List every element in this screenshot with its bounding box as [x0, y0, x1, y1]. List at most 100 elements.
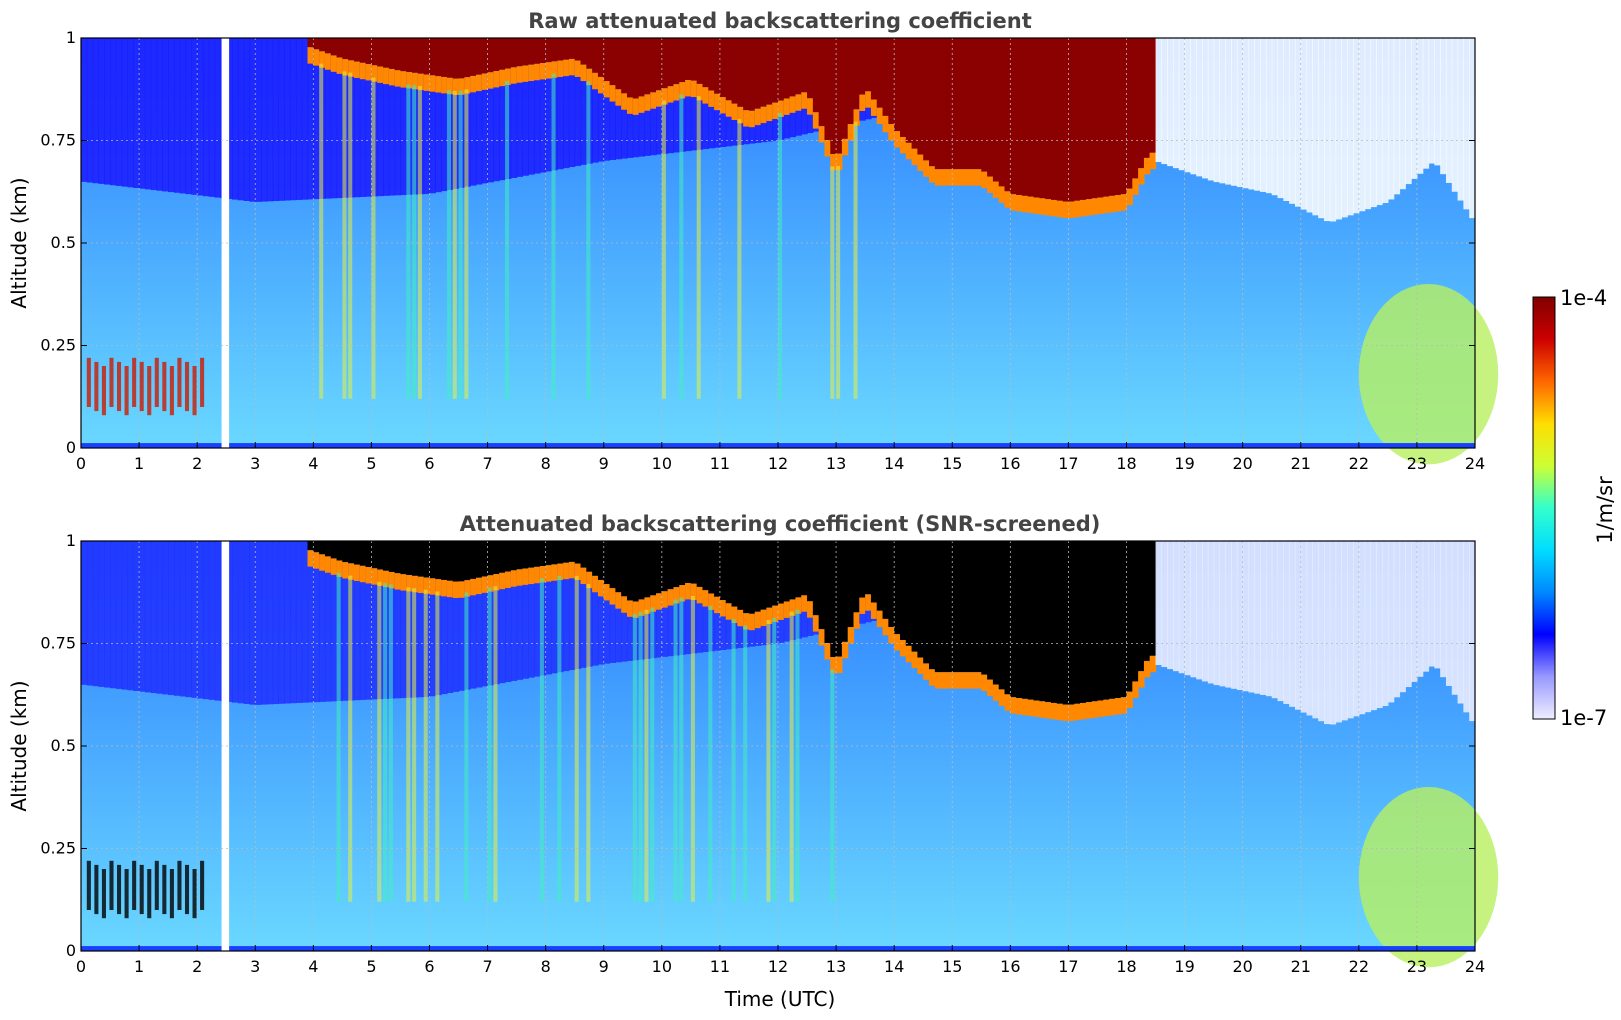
- heatmap-cell: [365, 64, 373, 197]
- heatmap-cell: [353, 564, 361, 701]
- heatmap-cell: [778, 38, 785, 101]
- heatmap-cell: [446, 580, 454, 693]
- heatmap-cell: [772, 102, 779, 141]
- heatmap-cell: [388, 571, 396, 589]
- heatmap-cell: [847, 38, 855, 125]
- heatmap-cell: [499, 69, 506, 181]
- heatmap-cell: [1091, 541, 1099, 702]
- heatmap-cell: [754, 541, 762, 612]
- heatmap-cell: [911, 651, 918, 669]
- heatmap-cell: [818, 38, 826, 127]
- heatmap-cell: [708, 593, 715, 610]
- heatmap-cell: [737, 609, 744, 627]
- heatmap-cell: [795, 541, 802, 598]
- heatmap-cell: [499, 572, 506, 590]
- heatmap-cell: [1120, 38, 1128, 195]
- heatmap-cell: [92, 38, 100, 184]
- heatmap-cell: [534, 63, 541, 174]
- heatmap-cell: [516, 569, 524, 586]
- heatmap-cell: [249, 38, 256, 202]
- heatmap-cell: [882, 618, 889, 636]
- heatmap-cell: [673, 541, 680, 588]
- heatmap-cell: [934, 541, 942, 673]
- x-tick-label: 0: [76, 454, 86, 473]
- heatmap-cell: [1068, 541, 1075, 705]
- heatmap-cell: [324, 53, 332, 70]
- heatmap-cell: [394, 70, 402, 196]
- heatmap-cell: [801, 541, 808, 596]
- heatmap-cell: [1120, 541, 1128, 698]
- heatmap-cell: [685, 583, 692, 655]
- heatmap-cell: [133, 38, 140, 188]
- heatmap-cell: [324, 38, 332, 54]
- heatmap-cell: [685, 80, 692, 97]
- heatmap-cell: [807, 98, 814, 133]
- heatmap-cell: [406, 587, 411, 902]
- heatmap-cell: [313, 552, 320, 569]
- heatmap-cell: [1097, 38, 1104, 198]
- heatmap-cell: [1021, 541, 1029, 699]
- heatmap-cell: [464, 592, 469, 902]
- heatmap-cell: [458, 38, 465, 79]
- heatmap-cell: [1300, 541, 1308, 713]
- heatmap-cell: [1074, 703, 1081, 721]
- heatmap-cell: [522, 568, 529, 679]
- heatmap-cell: [458, 581, 465, 691]
- colorbar-max-label: 1e-4: [1560, 286, 1607, 310]
- heatmap-cell: [1260, 541, 1267, 695]
- heatmap-cell: [667, 541, 675, 590]
- heatmap-cell: [144, 541, 152, 693]
- heatmap-cell: [992, 38, 1000, 182]
- heatmap-cell: [1056, 200, 1064, 218]
- heatmap-cell: [169, 869, 174, 919]
- heatmap-cell: [1132, 681, 1139, 698]
- heatmap-cell: [1085, 541, 1093, 703]
- heatmap-cell: [818, 541, 826, 630]
- heatmap-cell: [353, 61, 361, 198]
- heatmap-cell: [435, 76, 442, 93]
- heatmap-cell: [865, 38, 872, 92]
- heatmap-cell: [348, 72, 353, 399]
- heatmap-cell: [812, 112, 820, 129]
- heatmap-cell: [452, 541, 460, 582]
- heatmap-cell: [760, 609, 767, 627]
- heatmap-cell: [708, 90, 715, 107]
- x-tick-label: 19: [1174, 454, 1194, 473]
- heatmap-cell: [261, 38, 268, 202]
- x-tick-label: 21: [1291, 454, 1311, 473]
- x-tick-label: 5: [366, 957, 376, 976]
- heatmap-cell: [371, 38, 378, 66]
- heatmap-cell: [981, 541, 988, 675]
- heatmap-cell: [696, 586, 704, 653]
- heatmap-cell: [446, 541, 454, 581]
- heatmap-cell: [1370, 541, 1377, 711]
- heatmap-cell: [139, 361, 144, 412]
- heatmap-cell: [882, 38, 889, 116]
- heatmap-cell: [888, 627, 895, 644]
- y-axis-ticks: 0 0.25 0.5 0.75 1: [40, 531, 1475, 960]
- heatmap-cell: [522, 568, 529, 585]
- heatmap-cell: [441, 76, 448, 192]
- heatmap-cell: [679, 94, 684, 399]
- heatmap-cell: [551, 541, 558, 565]
- heatmap-cell: [1027, 541, 1035, 700]
- heatmap-cell: [940, 672, 948, 689]
- heatmap-cell: [899, 136, 907, 154]
- heatmap-cell: [417, 541, 425, 577]
- heatmap-cell: [766, 104, 773, 122]
- heatmap-cell: [998, 186, 1006, 203]
- heatmap-cell: [847, 541, 855, 628]
- heatmap-cell: [115, 38, 123, 186]
- heatmap-cell: [1457, 541, 1464, 704]
- heatmap-cell: [923, 38, 930, 161]
- heatmap-cell: [650, 541, 657, 596]
- heatmap-cell: [493, 586, 498, 902]
- heatmap-cell: [1033, 197, 1040, 214]
- heatmap-cell: [371, 568, 378, 585]
- heatmap-cell: [714, 541, 721, 597]
- heatmap-cell: [132, 860, 137, 910]
- heatmap-cell: [1074, 541, 1081, 704]
- heatmap-cell: [1114, 195, 1122, 212]
- heatmap-cell: [481, 541, 489, 577]
- heatmap-cell: [621, 541, 628, 597]
